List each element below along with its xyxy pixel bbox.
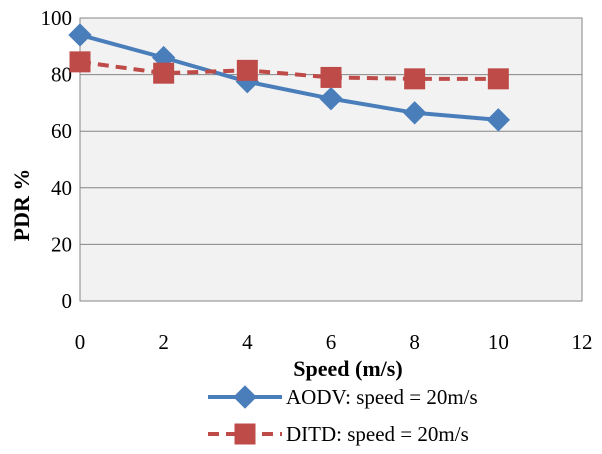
legend: AODV: speed = 20m/s DITD: speed = 20m/s — [208, 385, 478, 446]
x-tick-label: 8 — [409, 330, 420, 354]
x-axis-title: Speed (m/s) — [293, 356, 402, 381]
legend-swatch-marker — [234, 423, 256, 445]
y-tick-label: 100 — [41, 6, 73, 30]
series-ditd — [69, 51, 509, 90]
data-point — [320, 66, 342, 88]
x-tick-label: 2 — [158, 330, 169, 354]
x-tick-label: 10 — [488, 330, 509, 354]
data-point — [487, 68, 509, 90]
data-point — [402, 101, 427, 125]
plot-border — [79, 17, 583, 302]
y-axis-title: PDR % — [9, 169, 34, 242]
legend-label: AODV: speed = 20m/s — [286, 385, 478, 409]
data-point — [404, 68, 426, 90]
y-tick-label: 0 — [62, 289, 73, 313]
data-point — [68, 23, 92, 47]
axes: 0 20 40 60 80 100 0 2 4 6 8 10 12 Speed (m/s) PDR % — [9, 6, 593, 381]
y-tick-label: 40 — [51, 176, 72, 200]
legend-entry-aodv: AODV: speed = 20m/s — [208, 385, 478, 409]
y-tick-label: 80 — [51, 63, 72, 87]
x-tick-label: 6 — [326, 330, 337, 354]
y-tick-label: 20 — [51, 232, 72, 256]
series-layer — [68, 23, 511, 132]
data-point — [153, 62, 175, 84]
data-point — [69, 51, 91, 73]
data-point — [319, 86, 343, 111]
series-line — [78, 32, 501, 122]
data-point — [236, 59, 258, 81]
legend-entry-ditd: DITD: speed = 20m/s — [208, 422, 469, 446]
series-line — [79, 59, 499, 81]
x-tick-label: 0 — [75, 330, 86, 354]
y-tick-label: 60 — [51, 119, 72, 143]
x-tick-label: 4 — [242, 330, 253, 354]
legend-label: DITD: speed = 20m/s — [286, 422, 469, 446]
legend-swatch-marker — [233, 385, 257, 409]
data-point — [486, 108, 511, 132]
x-tick-label: 12 — [572, 330, 593, 354]
